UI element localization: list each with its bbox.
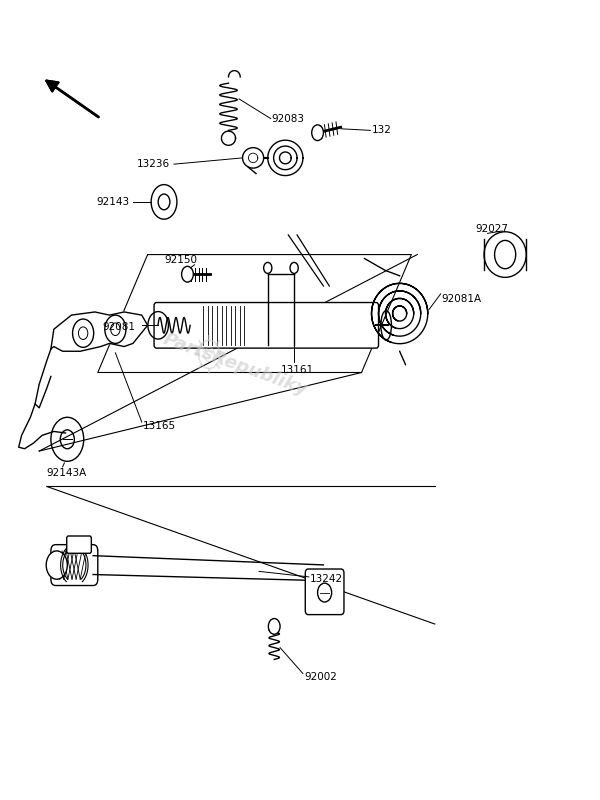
- Text: 92081A: 92081A: [442, 294, 482, 304]
- Circle shape: [268, 618, 280, 634]
- Text: 13236: 13236: [137, 159, 170, 169]
- Text: 132: 132: [371, 126, 391, 135]
- Text: 13242: 13242: [310, 574, 343, 584]
- FancyBboxPatch shape: [154, 302, 379, 348]
- FancyBboxPatch shape: [67, 536, 91, 554]
- Text: 92143: 92143: [97, 197, 130, 207]
- Circle shape: [46, 551, 67, 579]
- FancyBboxPatch shape: [305, 569, 344, 614]
- Text: 92081: 92081: [103, 322, 136, 332]
- Text: 92002: 92002: [304, 672, 337, 682]
- Text: PartsRepubliky: PartsRepubliky: [161, 330, 310, 399]
- Polygon shape: [51, 312, 148, 351]
- Text: 92143A: 92143A: [47, 468, 87, 478]
- Circle shape: [312, 125, 323, 141]
- Text: 13161: 13161: [281, 365, 314, 375]
- Text: 13165: 13165: [143, 421, 176, 431]
- Text: 92150: 92150: [164, 255, 197, 265]
- Text: 92083: 92083: [272, 114, 305, 123]
- Circle shape: [105, 315, 126, 343]
- Text: 92027: 92027: [476, 224, 509, 234]
- Circle shape: [182, 266, 193, 282]
- FancyBboxPatch shape: [51, 545, 98, 586]
- Circle shape: [73, 319, 94, 347]
